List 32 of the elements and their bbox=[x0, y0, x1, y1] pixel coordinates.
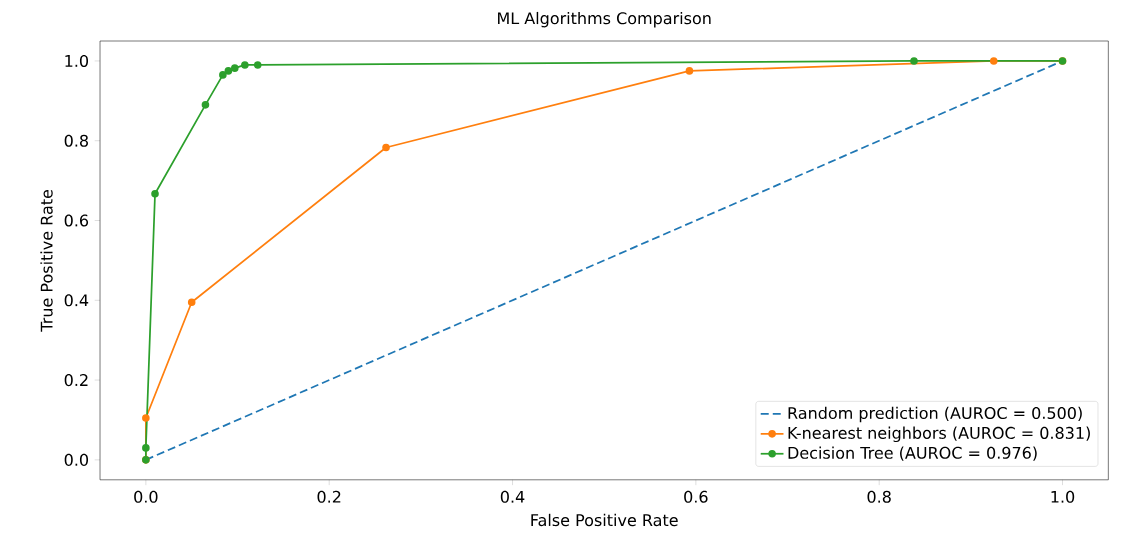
y-tick-label: 1.0 bbox=[65, 54, 89, 67]
x-axis-title: False Positive Rate bbox=[531, 513, 678, 527]
point bbox=[187, 298, 196, 307]
y-tick-label: 0.6 bbox=[64, 214, 89, 227]
legend-label: Random prediction (AUROC = 0.500) bbox=[788, 406, 1082, 423]
chart-title: ML Algorithms Comparison bbox=[498, 11, 711, 28]
y-tick-label: 0.2 bbox=[64, 373, 88, 387]
point bbox=[685, 67, 694, 75]
y-tick-label: 0.4 bbox=[64, 294, 89, 307]
x-tick-label: 0.4 bbox=[500, 490, 525, 503]
point bbox=[989, 57, 998, 65]
legend-label: Decision Tree (AUROC = 0.976) bbox=[788, 446, 1037, 461]
point bbox=[151, 189, 159, 198]
x-tick-label: 0.6 bbox=[684, 490, 708, 503]
x-tick-label: 1.0 bbox=[1051, 490, 1075, 503]
point bbox=[910, 57, 918, 65]
point bbox=[253, 61, 262, 69]
point bbox=[201, 100, 210, 109]
point bbox=[230, 64, 239, 72]
point bbox=[382, 143, 390, 152]
point bbox=[224, 67, 233, 75]
point bbox=[142, 444, 150, 452]
x-tick-label: 0.0 bbox=[134, 490, 158, 503]
point bbox=[241, 61, 249, 69]
y-tick-label: 0.0 bbox=[64, 453, 89, 466]
legend-label: K-nearest neighbors (AUROC = 0.831) bbox=[788, 426, 1090, 442]
x-tick-label: 0.2 bbox=[317, 490, 341, 503]
x-tick-label: 0.8 bbox=[867, 490, 891, 503]
point bbox=[219, 71, 227, 79]
y-axis-title: True Positive Rate bbox=[40, 189, 53, 332]
point bbox=[142, 414, 150, 422]
y-tick-label: 0.8 bbox=[64, 134, 88, 147]
